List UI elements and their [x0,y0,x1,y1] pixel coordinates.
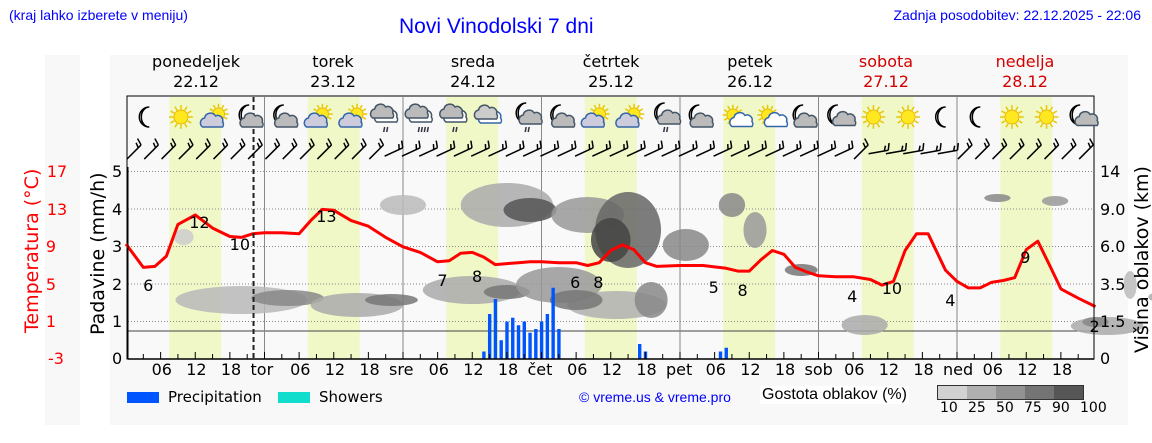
location-menu-hint[interactable]: (kraj lahko izberete v meniju) [9,7,188,23]
x-axis-label: pet [666,360,693,379]
temperature-value-label: 10 [881,279,903,299]
x-axis-label: 06 [982,360,1003,379]
day-header-0: ponedeljek 22.12 [152,52,240,91]
day-header-5: sobota 27.12 [858,52,914,91]
density-level: 100 [1080,400,1107,416]
rain-tick: 4 [112,200,123,219]
density-level: 75 [1024,400,1042,416]
temperature-value-label: 13 [316,207,337,227]
cloud-density-swatch [996,386,1025,399]
cloud-density-labels: 10 25 50 75 90 100 [940,400,1108,416]
temp-tick: 13 [46,200,68,219]
x-axis-label: ned [943,360,974,379]
density-level: 90 [1052,400,1070,416]
temperature-value-label: 5 [708,278,719,298]
x-axis-label: čet [527,360,553,379]
precipitation-label: Precipitation [168,388,262,406]
x-axis-label: 06 [428,360,449,379]
cloud-height-tick: 1.5 [1100,312,1126,331]
x-axis-label: 06 [567,360,588,379]
cloud-density-title: Gostota oblakov (%) [760,386,909,404]
legend-precipitation: Precipitation [127,388,262,406]
x-axis-label: 18 [913,360,934,379]
rain-tick: 5 [112,162,123,181]
rain-tick: 3 [112,237,123,256]
temperature-axis-panel [45,55,80,425]
temperature-value-label: 4 [847,286,858,306]
x-axis-label: 18 [497,360,519,379]
day-header-2: sreda 24.12 [450,52,496,91]
x-axis-label: 18 [774,360,796,379]
x-axis-label: 12 [1017,360,1038,379]
rain-tick: 0 [112,349,123,368]
temperature-value-label: 8 [737,281,748,301]
day-header-3: četrtek 25.12 [582,52,640,91]
x-axis-label: 18 [1051,360,1073,379]
x-axis-label: 12 [878,360,900,379]
day-header-1: torek 23.12 [310,52,356,91]
x-axis-label: tor [250,360,274,379]
cloud-density-swatch [967,386,996,399]
x-axis-label: 12 [601,360,623,379]
x-axis-label: 06 [844,360,865,379]
density-level: 25 [968,400,986,416]
temp-tick: 5 [45,275,57,294]
x-axis-label: 12 [463,360,484,379]
temperature-value-label: 2 [1089,316,1100,336]
last-updated: Zadnja posodobitev: 22.12.2025 - 22:06 [893,7,1141,23]
precipitation-axis-title: Padavine (mm/h) [87,172,109,335]
temperature-value-label: 9 [1020,247,1031,267]
day-header-4: petek 26.12 [727,52,773,91]
copyright-link[interactable]: © vreme.us & vreme.pro [579,389,731,405]
temperature-value-label: 4 [945,291,956,311]
x-axis-label: 18 [359,360,380,379]
temp-tick: 9 [45,237,57,256]
x-axis-label: sob [804,360,833,379]
cloud-density-swatch [1025,386,1054,399]
temp-tick: 1 [45,312,57,331]
x-axis-label: 12 [324,360,346,379]
temp-tick: 17 [46,162,68,181]
x-axis-label: 12 [186,360,207,379]
legend-showers: Showers [278,388,383,406]
rain-tick: 1 [112,312,123,331]
temperature-value-label: 6 [570,272,581,292]
cloud-density-swatch [938,386,967,399]
density-level: 50 [996,400,1014,416]
cloud-height-tick: 14 [1100,162,1121,181]
cloud-height-tick: 9.0 [1100,200,1126,219]
temperature-value-label: 8 [593,272,604,292]
cloud-height-tick: 0 [1100,349,1111,368]
precipitation-swatch [127,391,159,403]
x-axis-label: 18 [220,360,242,379]
cloud-density-scale [937,385,1084,400]
cloud-height-tick: 6.0 [1100,237,1126,256]
x-axis-label: sre [389,360,414,379]
x-axis-label: 18 [636,360,657,379]
x-axis-label: 12 [740,360,761,379]
page-title: Novi Vinodolski 7 dni [399,15,594,38]
showers-label: Showers [319,388,383,406]
density-level: 10 [940,400,958,416]
temperature-value-label: 8 [472,267,483,287]
temperature-value-label: 6 [143,276,154,296]
x-axis-label: 06 [290,360,311,379]
temperature-value-label: 10 [229,235,250,255]
day-header-6: nedelja 28.12 [995,52,1055,91]
temperature-value-label: 7 [437,270,448,290]
rain-tick: 2 [112,275,123,294]
temperature-value-label: 12 [189,213,210,232]
temp-tick: -3 [48,349,64,368]
x-axis-label: 06 [705,360,726,379]
x-axis-label: 06 [151,360,172,379]
cloud-height-axis-title: Višina oblakov (km) [1131,166,1152,353]
cloud-density-swatch [1054,386,1083,399]
cloud-height-tick: 3.5 [1100,275,1126,294]
showers-swatch [278,391,310,403]
